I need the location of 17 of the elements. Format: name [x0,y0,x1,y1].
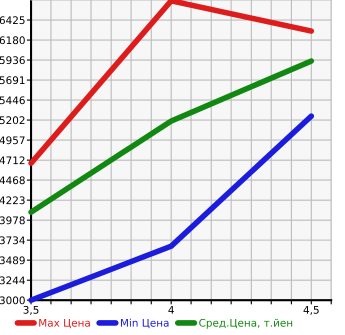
y-tick-label: 3489 [0,256,25,264]
y-tick-label: 3734 [0,236,25,244]
y-tick-label: 5936 [0,56,25,64]
y-tick-label: 3000 [0,296,25,304]
y-tick-label: 3978 [0,216,25,224]
legend-label: Max Цена [39,318,90,328]
x-tick-label: 4 [168,306,174,314]
y-tick-label: 6180 [0,36,25,44]
y-tick-label: 5202 [0,116,24,124]
legend-label: Min Цена [120,318,168,328]
legend-label: Сред.Цена, т.йен [199,318,292,329]
y-tick-label: 5691 [0,76,25,84]
y-tick-label: 6425 [0,16,25,24]
y-tick-label: 5446 [0,96,25,104]
x-tick-label: 4,5 [304,306,319,315]
y-tick-label: 3244 [0,276,25,284]
x-tick-label: 3,5 [24,306,38,315]
